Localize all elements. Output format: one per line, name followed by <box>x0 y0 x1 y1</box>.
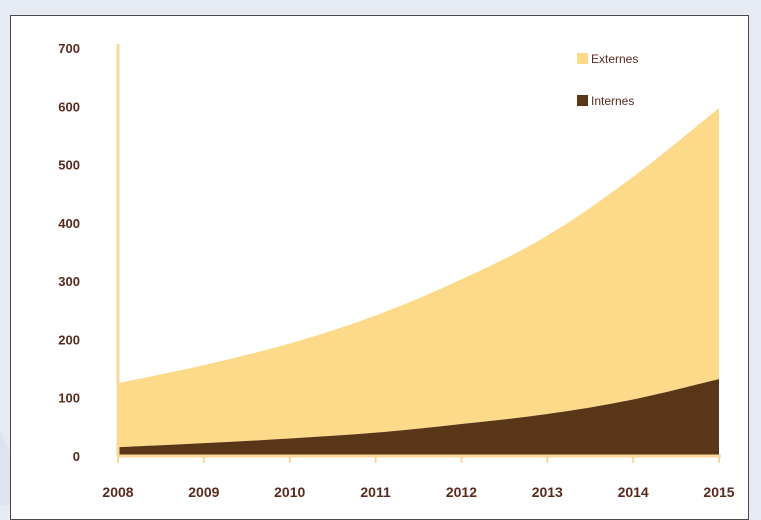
x-axis-ticks: 2008 2009 2010 2011 2012 2013 2014 2015 <box>102 456 735 500</box>
axes-layer <box>116 44 721 458</box>
area-internes <box>118 379 719 456</box>
background-decoration <box>0 0 761 505</box>
legend-swatch-externes <box>577 53 588 64</box>
y-tick-label: 400 <box>58 216 80 231</box>
legend-label-internes: Internes <box>591 94 634 108</box>
x-tick-label: 2012 <box>446 484 477 500</box>
y-tick-label: 0 <box>73 449 80 464</box>
legend: Externes Internes <box>577 52 638 108</box>
x-tick-label: 2014 <box>618 484 649 500</box>
x-tick-label: 2015 <box>703 484 734 500</box>
y-axis-ticks: 0 100 200 300 400 500 600 700 <box>58 41 80 464</box>
y-tick-label: 300 <box>58 274 80 289</box>
x-tick-label: 2010 <box>274 484 305 500</box>
areas-layer <box>118 108 719 456</box>
y-tick-label: 700 <box>58 41 80 56</box>
y-tick-label: 600 <box>58 99 80 114</box>
y-tick-label: 100 <box>58 391 80 406</box>
x-tick-label: 2013 <box>532 484 563 500</box>
y-tick-label: 200 <box>58 332 80 347</box>
chart-panel: 0 100 200 300 400 500 600 700 2008 2009 2010 2011 2… <box>10 15 749 520</box>
y-tick-label: 500 <box>58 158 80 173</box>
x-tick-label: 2008 <box>102 484 133 500</box>
x-tick-label: 2009 <box>188 484 219 500</box>
legend-label-externes: Externes <box>591 52 638 66</box>
x-tick-label: 2011 <box>360 484 391 500</box>
area-externes <box>118 108 719 448</box>
legend-swatch-internes <box>577 95 588 106</box>
